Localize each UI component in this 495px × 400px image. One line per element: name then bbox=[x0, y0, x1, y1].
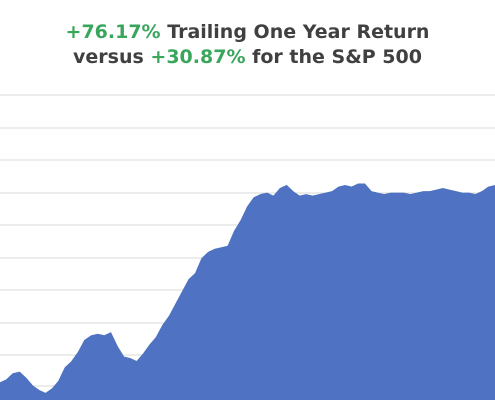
fund-return-label: Trailing One Year Return bbox=[160, 21, 430, 43]
fund-return-value: +76.17% bbox=[65, 21, 161, 43]
title-line-1: +76.17% Trailing One Year Return bbox=[0, 20, 495, 45]
sp500-return-label: for the S&P 500 bbox=[245, 46, 422, 68]
chart-title: +76.17% Trailing One Year Return versus … bbox=[0, 20, 495, 70]
title-line-2: versus +30.87% for the S&P 500 bbox=[0, 45, 495, 70]
sp500-return-value: +30.87% bbox=[150, 46, 246, 68]
series-area bbox=[0, 183, 495, 400]
versus-label: versus bbox=[73, 46, 151, 68]
